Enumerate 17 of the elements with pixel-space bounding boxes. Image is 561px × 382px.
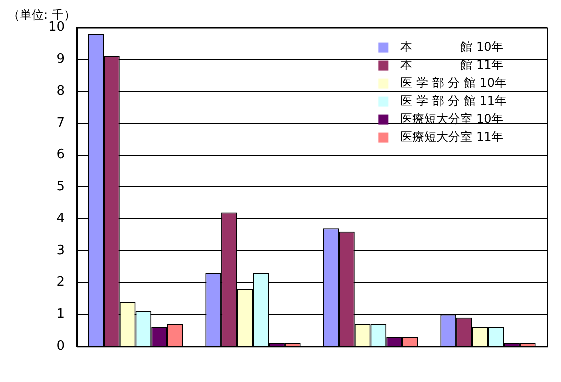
y-tick-label: 10 [48,20,65,36]
y-tick-label: 0 [56,338,65,354]
legend-label: 本 館 11年 [400,58,504,72]
y-tick-label: 3 [56,243,65,258]
y-axis-title: （単位: 千） [8,8,76,22]
y-tick-label: 2 [56,275,65,290]
y-tick-label: 9 [56,52,65,68]
legend-label: 医療短大分室 11年 [400,130,504,144]
y-tick-label: 1 [56,307,65,322]
y-tick-label: 7 [56,116,65,131]
y-tick-label: 4 [56,211,65,226]
y-tick-label: 6 [56,148,65,163]
y-tick-label: 5 [56,180,65,195]
legend-label: 本 館 10年 [400,40,504,54]
y-tick-label: 8 [56,84,65,99]
legend-label: 医 学 部 分 館 10年 [400,76,507,90]
legend-label: 医 学 部 分 館 11年 [400,94,507,108]
